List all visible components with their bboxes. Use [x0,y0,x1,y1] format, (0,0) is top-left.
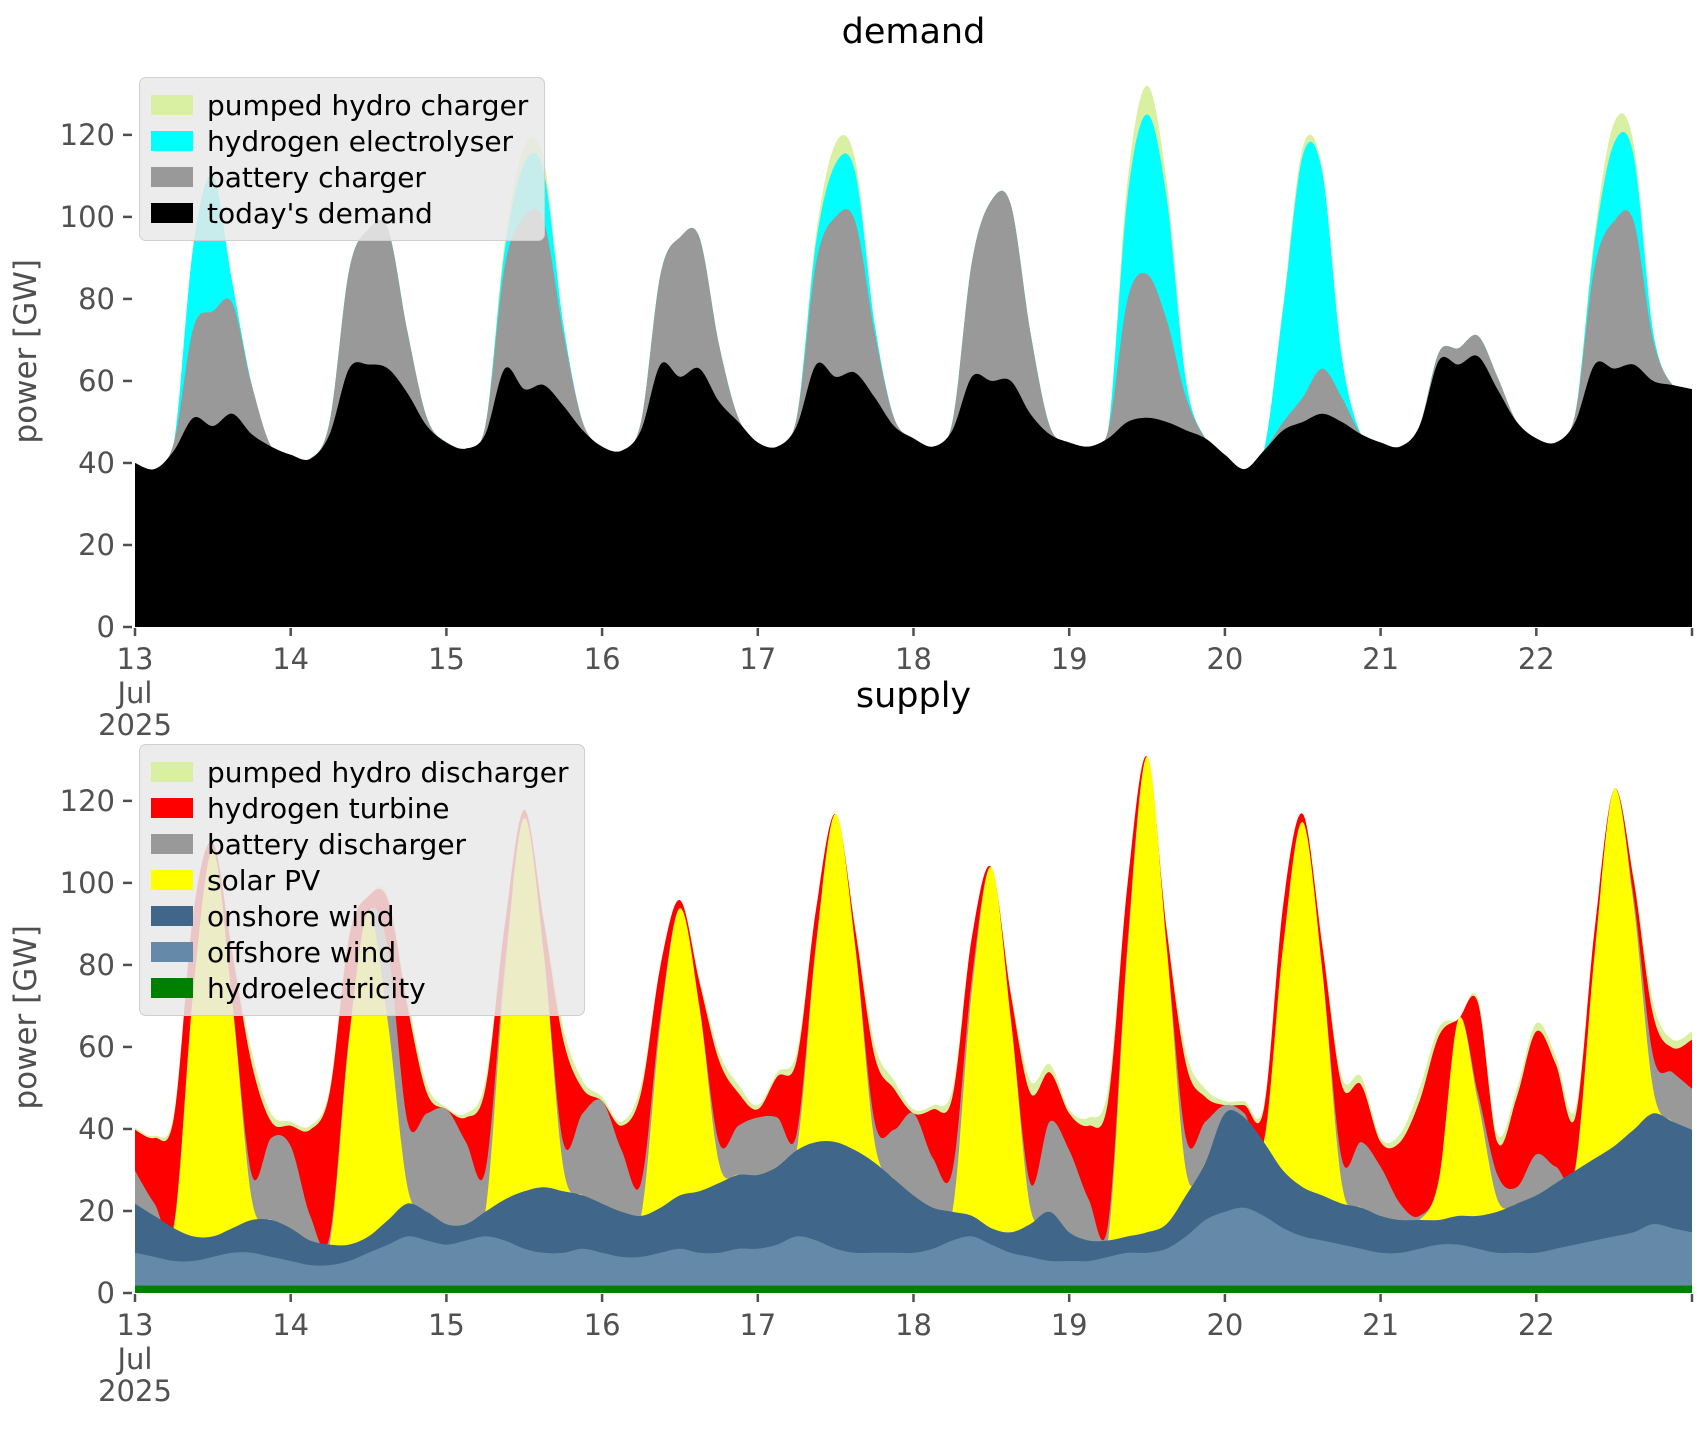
demand-legend-swatch-2 [151,167,193,187]
supply-legend-label-6: hydroelectricity [207,971,426,1005]
supply-area-hydroelectricity [135,1285,1692,1293]
demand-xtick-15: 15 [427,642,465,676]
supply-legend-label-2: battery discharger [207,827,467,861]
demand-legend-label-1: hydrogen electrolyser [207,124,514,158]
demand-legend: pumped hydro charger hydrogen electrolyse… [139,77,546,241]
demand-xtick-17: 17 [739,642,777,676]
demand-legend-swatch-0 [151,95,193,115]
demand-ticks [123,133,1694,636]
supply-ytick-40: 40 [78,1111,115,1146]
supply-legend-label-4: onshore wind [207,899,395,933]
supply-legend-item-0: pumped hydro discharger [151,754,568,790]
demand-xtick-month: Jul [117,676,153,710]
demand-legend-label-2: battery charger [207,160,426,194]
demand-xtick-22: 22 [1517,642,1555,676]
supply-legend-item-3: solar PV [151,862,568,898]
demand-xtick-14: 14 [272,642,310,676]
supply-xtick-month: Jul [117,1342,153,1376]
supply-legend-label-0: pumped hydro discharger [207,755,569,789]
demand-plot-area [135,85,1692,627]
supply-legend-swatch-1 [151,798,193,818]
demand-ytick-0: 0 [96,610,115,644]
demand-legend-label-0: pumped hydro charger [207,88,529,122]
demand-ytick-40: 40 [78,445,115,480]
demand-xtick-13: 13 [116,642,154,676]
demand-chart-title: demand [841,12,986,52]
demand-ytick-100: 100 [59,199,115,234]
supply-legend-item-6: hydroelectricity [151,970,568,1006]
supply-legend-label-1: hydrogen turbine [207,791,450,825]
supply-ticks [123,799,1694,1302]
supply-legend-label-3: solar PV [207,863,321,897]
demand-xtick-16: 16 [583,642,621,676]
supply-area-offshore_wind [135,1207,1692,1293]
demand-ytick-80: 80 [78,281,115,316]
demand-ytick-60: 60 [78,363,115,398]
supply-legend-swatch-0 [151,762,193,782]
supply-xtick-16: 16 [583,1308,621,1342]
supply-ytick-20: 20 [78,1193,115,1228]
supply-xtick-17: 17 [739,1308,777,1342]
demand-xtick-year: 2025 [98,708,172,742]
supply-ytick-60: 60 [78,1029,115,1064]
supply-xtick-15: 15 [427,1308,465,1342]
demand-area-todays_demand [135,355,1692,627]
supply-xtick-13: 13 [116,1308,154,1342]
supply-ytick-0: 0 [96,1276,115,1310]
supply-xtick-year: 2025 [98,1374,172,1408]
supply-legend-item-1: hydrogen turbine [151,790,568,826]
supply-legend-item-2: battery discharger [151,826,568,862]
demand-legend-label-3: today's demand [207,196,433,230]
supply-chart-title: supply [855,676,972,716]
supply-xtick-21: 21 [1362,1308,1400,1342]
supply-xtick-18: 18 [895,1308,932,1342]
demand-legend-item-2: battery charger [151,159,528,195]
demand-legend-swatch-1 [151,131,193,151]
demand-legend-item-3: today's demand [151,195,528,231]
supply-ytick-100: 100 [59,865,115,900]
supply-xtick-19: 19 [1050,1308,1088,1342]
supply-legend-item-4: onshore wind [151,898,568,934]
demand-xtick-19: 19 [1050,642,1088,676]
demand-xtick-20: 20 [1206,642,1244,676]
supply-legend-swatch-4 [151,906,193,926]
supply-legend-item-5: offshore wind [151,934,568,970]
supply-legend-label-5: offshore wind [207,935,397,969]
demand-xtick-21: 21 [1362,642,1400,676]
supply-xtick-20: 20 [1206,1308,1244,1342]
supply-legend-swatch-6 [151,978,193,998]
supply-legend: pumped hydro discharger hydrogen turbine b… [139,744,586,1016]
supply-xtick-14: 14 [272,1308,310,1342]
supply-ytick-120: 120 [59,783,115,818]
supply-ytick-80: 80 [78,947,115,982]
supply-legend-swatch-5 [151,942,193,962]
demand-xtick-18: 18 [895,642,932,676]
supply-legend-swatch-3 [151,870,193,890]
demand-legend-swatch-3 [151,203,193,223]
demand-ytick-20: 20 [78,527,115,562]
demand-legend-item-1: hydrogen electrolyser [151,123,528,159]
supply-legend-swatch-2 [151,834,193,854]
demand-legend-item-0: pumped hydro charger [151,87,528,123]
demand-ytick-120: 120 [59,117,115,152]
supply-xtick-22: 22 [1517,1308,1555,1342]
